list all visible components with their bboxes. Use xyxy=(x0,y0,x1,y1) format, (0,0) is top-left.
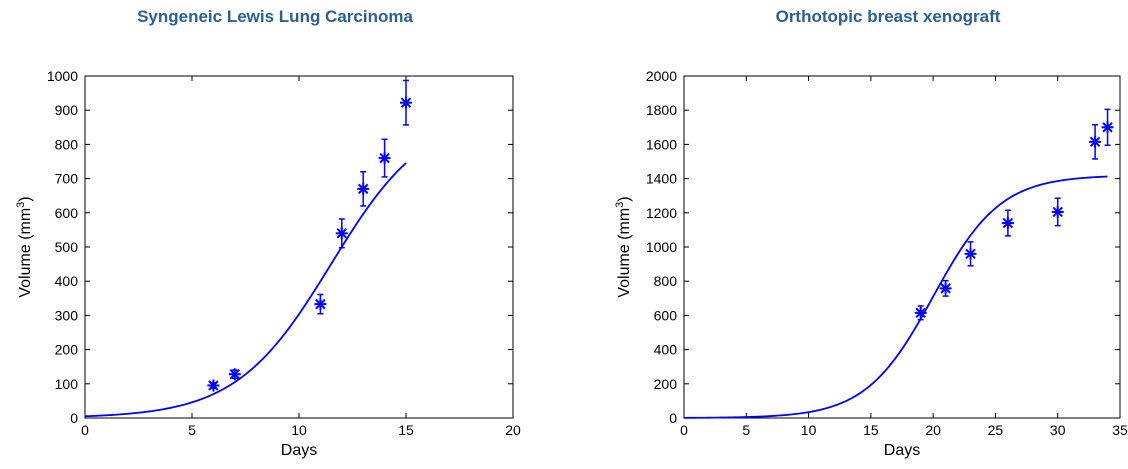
asterisk-marker xyxy=(379,152,390,164)
x-axis-label: Days xyxy=(884,442,920,459)
data-point xyxy=(207,379,220,392)
y-tick-label: 900 xyxy=(55,102,79,118)
y-tick-label: 0 xyxy=(70,410,78,426)
data-point xyxy=(964,241,977,267)
fit-curve xyxy=(683,175,1108,419)
asterisk-marker xyxy=(940,283,951,294)
y-axis-label-sup: 3 xyxy=(614,202,626,208)
x-tick-label: 5 xyxy=(188,422,196,438)
y-tick-label: 100 xyxy=(55,376,79,392)
asterisk-marker xyxy=(229,369,241,380)
asterisk-marker xyxy=(208,380,219,391)
y-tick-label: 1600 xyxy=(646,136,677,152)
chart-title: Syngeneic Lewis Lung Carcinoma xyxy=(137,7,413,26)
y-tick-label: 0 xyxy=(669,410,677,426)
y-tick-label: 600 xyxy=(55,205,79,221)
asterisk-marker xyxy=(400,97,412,108)
x-tick-label: 10 xyxy=(291,422,307,438)
y-axis-label-close: ) xyxy=(17,196,34,201)
data-point xyxy=(228,368,241,381)
asterisk-marker xyxy=(315,298,326,310)
y-tick-label: 1000 xyxy=(47,68,78,84)
x-tick-label: 20 xyxy=(505,422,521,438)
y-tick-label: 1800 xyxy=(646,102,677,118)
data-point xyxy=(357,171,370,207)
y-tick-label: 400 xyxy=(55,273,79,289)
fit-curve xyxy=(84,162,407,418)
y-axis-label-sup: 3 xyxy=(15,202,27,208)
y-tick-label: 600 xyxy=(654,307,678,323)
plot-area xyxy=(84,75,514,419)
x-tick-label: 30 xyxy=(1050,422,1066,438)
data-point xyxy=(1051,197,1064,227)
data-point xyxy=(400,79,412,126)
y-tick-label: 2000 xyxy=(646,68,677,84)
y-axis-label-main: Volume (mm xyxy=(616,208,633,298)
asterisk-marker xyxy=(965,248,976,260)
y-tick-label: 1200 xyxy=(646,205,677,221)
y-axis-label: Volume (mm3) xyxy=(614,196,633,297)
y-axis-label-main: Volume (mm xyxy=(17,208,34,298)
asterisk-marker xyxy=(336,228,348,239)
data-point xyxy=(378,138,391,178)
y-tick-label: 800 xyxy=(654,273,678,289)
data-point xyxy=(1101,108,1114,147)
y-tick-label: 300 xyxy=(55,307,79,323)
plot-area xyxy=(683,75,1121,419)
x-tick-label: 10 xyxy=(801,422,817,438)
data-point xyxy=(1001,209,1014,237)
y-tick-label: 700 xyxy=(55,171,79,187)
y-tick-label: 1000 xyxy=(646,239,677,255)
y-tick-label: 200 xyxy=(55,342,79,358)
x-tick-label: 25 xyxy=(988,422,1004,438)
asterisk-marker xyxy=(1002,217,1014,229)
x-tick-label: 5 xyxy=(742,422,750,438)
data-point xyxy=(1089,123,1102,160)
x-tick-label: 15 xyxy=(398,422,414,438)
x-tick-label: 35 xyxy=(1112,422,1128,438)
y-tick-label: 1400 xyxy=(646,171,677,187)
asterisk-marker xyxy=(1089,136,1101,148)
x-tick-label: 20 xyxy=(925,422,941,438)
data-point xyxy=(335,218,348,249)
y-tick-label: 800 xyxy=(55,136,79,152)
y-axis-label-close: ) xyxy=(616,196,633,201)
asterisk-marker xyxy=(1052,206,1063,218)
chart-title: Orthotopic breast xenograft xyxy=(776,7,1001,26)
asterisk-marker xyxy=(915,307,926,319)
asterisk-marker xyxy=(357,183,369,195)
y-tick-label: 500 xyxy=(55,239,79,255)
x-tick-label: 0 xyxy=(81,422,89,438)
data-point xyxy=(314,293,327,315)
x-tick-label: 0 xyxy=(680,422,688,438)
y-axis-label: Volume (mm3) xyxy=(15,196,34,297)
y-tick-label: 200 xyxy=(654,376,678,392)
data-point xyxy=(939,279,952,297)
x-tick-label: 15 xyxy=(863,422,879,438)
x-axis-label: Days xyxy=(281,442,317,459)
asterisk-marker xyxy=(1102,122,1113,133)
y-tick-label: 400 xyxy=(654,342,678,358)
